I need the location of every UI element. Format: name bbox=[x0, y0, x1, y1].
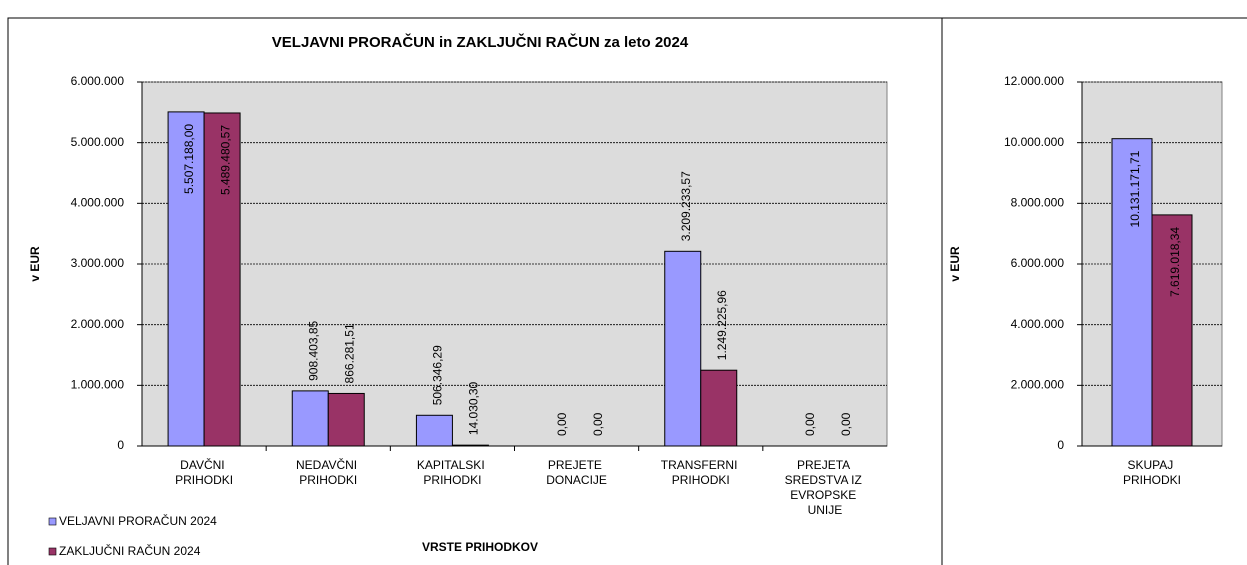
data-label: 908.403,85 bbox=[306, 321, 320, 381]
y-axis-label: v EUR bbox=[948, 246, 962, 282]
x-tick-label: DAVČNI PRIHODKI bbox=[175, 457, 233, 487]
y-tick-label: 10.000.000 bbox=[1004, 135, 1064, 149]
bar bbox=[664, 250, 702, 447]
data-label: 7.619.018,34 bbox=[1168, 227, 1182, 297]
data-label: 0,00 bbox=[803, 412, 817, 436]
data-label: 0,00 bbox=[591, 412, 605, 436]
x-tick-label: NEDAVČNI PRIHODKI bbox=[296, 457, 360, 487]
legend-label: VELJAVNI PRORAČUN 2024 bbox=[59, 513, 217, 528]
data-label: 1.249.225,96 bbox=[715, 290, 729, 360]
data-label: 0,00 bbox=[839, 412, 853, 436]
y-axis-label: v EUR bbox=[28, 246, 42, 282]
x-tick-label: PREJETA SREDSTVA IZ EVROPSKE UNIJE bbox=[785, 458, 865, 517]
y-tick-label: 4.000.000 bbox=[1011, 317, 1065, 331]
y-tick-label: 0 bbox=[117, 438, 124, 452]
bar bbox=[700, 369, 738, 447]
legend-swatch bbox=[48, 517, 57, 526]
y-tick-label: 8.000.000 bbox=[1011, 196, 1065, 210]
y-tick-label: 2.000.000 bbox=[1011, 378, 1065, 392]
y-tick-label: 6.000.000 bbox=[71, 74, 125, 88]
y-tick-label: 5.000.000 bbox=[71, 135, 125, 149]
data-label: 0,00 bbox=[555, 412, 569, 436]
chart-title: VELJAVNI PRORAČUN in ZAKLJUČNI RAČUN za … bbox=[272, 33, 689, 51]
y-tick-label: 2.000.000 bbox=[71, 317, 125, 331]
bar bbox=[415, 414, 453, 447]
data-label: 5.507.188,00 bbox=[182, 124, 196, 194]
data-label: 10.131.171,71 bbox=[1128, 150, 1142, 227]
x-axis-label: VRSTE PRIHODKOV bbox=[422, 540, 538, 554]
y-tick-label: 6.000.000 bbox=[1011, 256, 1065, 270]
x-tick-label: SKUPAJ PRIHODKI bbox=[1123, 458, 1181, 487]
y-tick-label: 12.000.000 bbox=[1004, 74, 1064, 88]
x-tick-label: TRANSFERNI PRIHODKI bbox=[661, 458, 741, 487]
bar bbox=[291, 390, 329, 447]
bar bbox=[327, 392, 365, 447]
x-tick-label: KAPITALSKI PRIHODKI bbox=[417, 458, 488, 487]
x-tick-label: PREJETE DONACIJE bbox=[546, 458, 607, 487]
legend-swatch bbox=[48, 547, 57, 556]
data-label: 5.489.480,57 bbox=[218, 125, 232, 195]
data-label: 506.346,29 bbox=[431, 345, 445, 405]
data-label: 14.030,30 bbox=[467, 381, 481, 435]
y-tick-label: 4.000.000 bbox=[71, 196, 125, 210]
y-tick-label: 3.000.000 bbox=[71, 256, 125, 270]
y-tick-label: 1.000.000 bbox=[71, 378, 125, 392]
bar bbox=[203, 112, 241, 447]
data-label: 866.281,51 bbox=[342, 323, 356, 383]
bar bbox=[1151, 214, 1193, 447]
legend-label: ZAKLJUČNI RAČUN 2024 bbox=[59, 543, 201, 558]
data-label: 3.209.233,57 bbox=[679, 171, 693, 241]
bar bbox=[1111, 138, 1153, 447]
y-tick-label: 0 bbox=[1057, 438, 1064, 452]
